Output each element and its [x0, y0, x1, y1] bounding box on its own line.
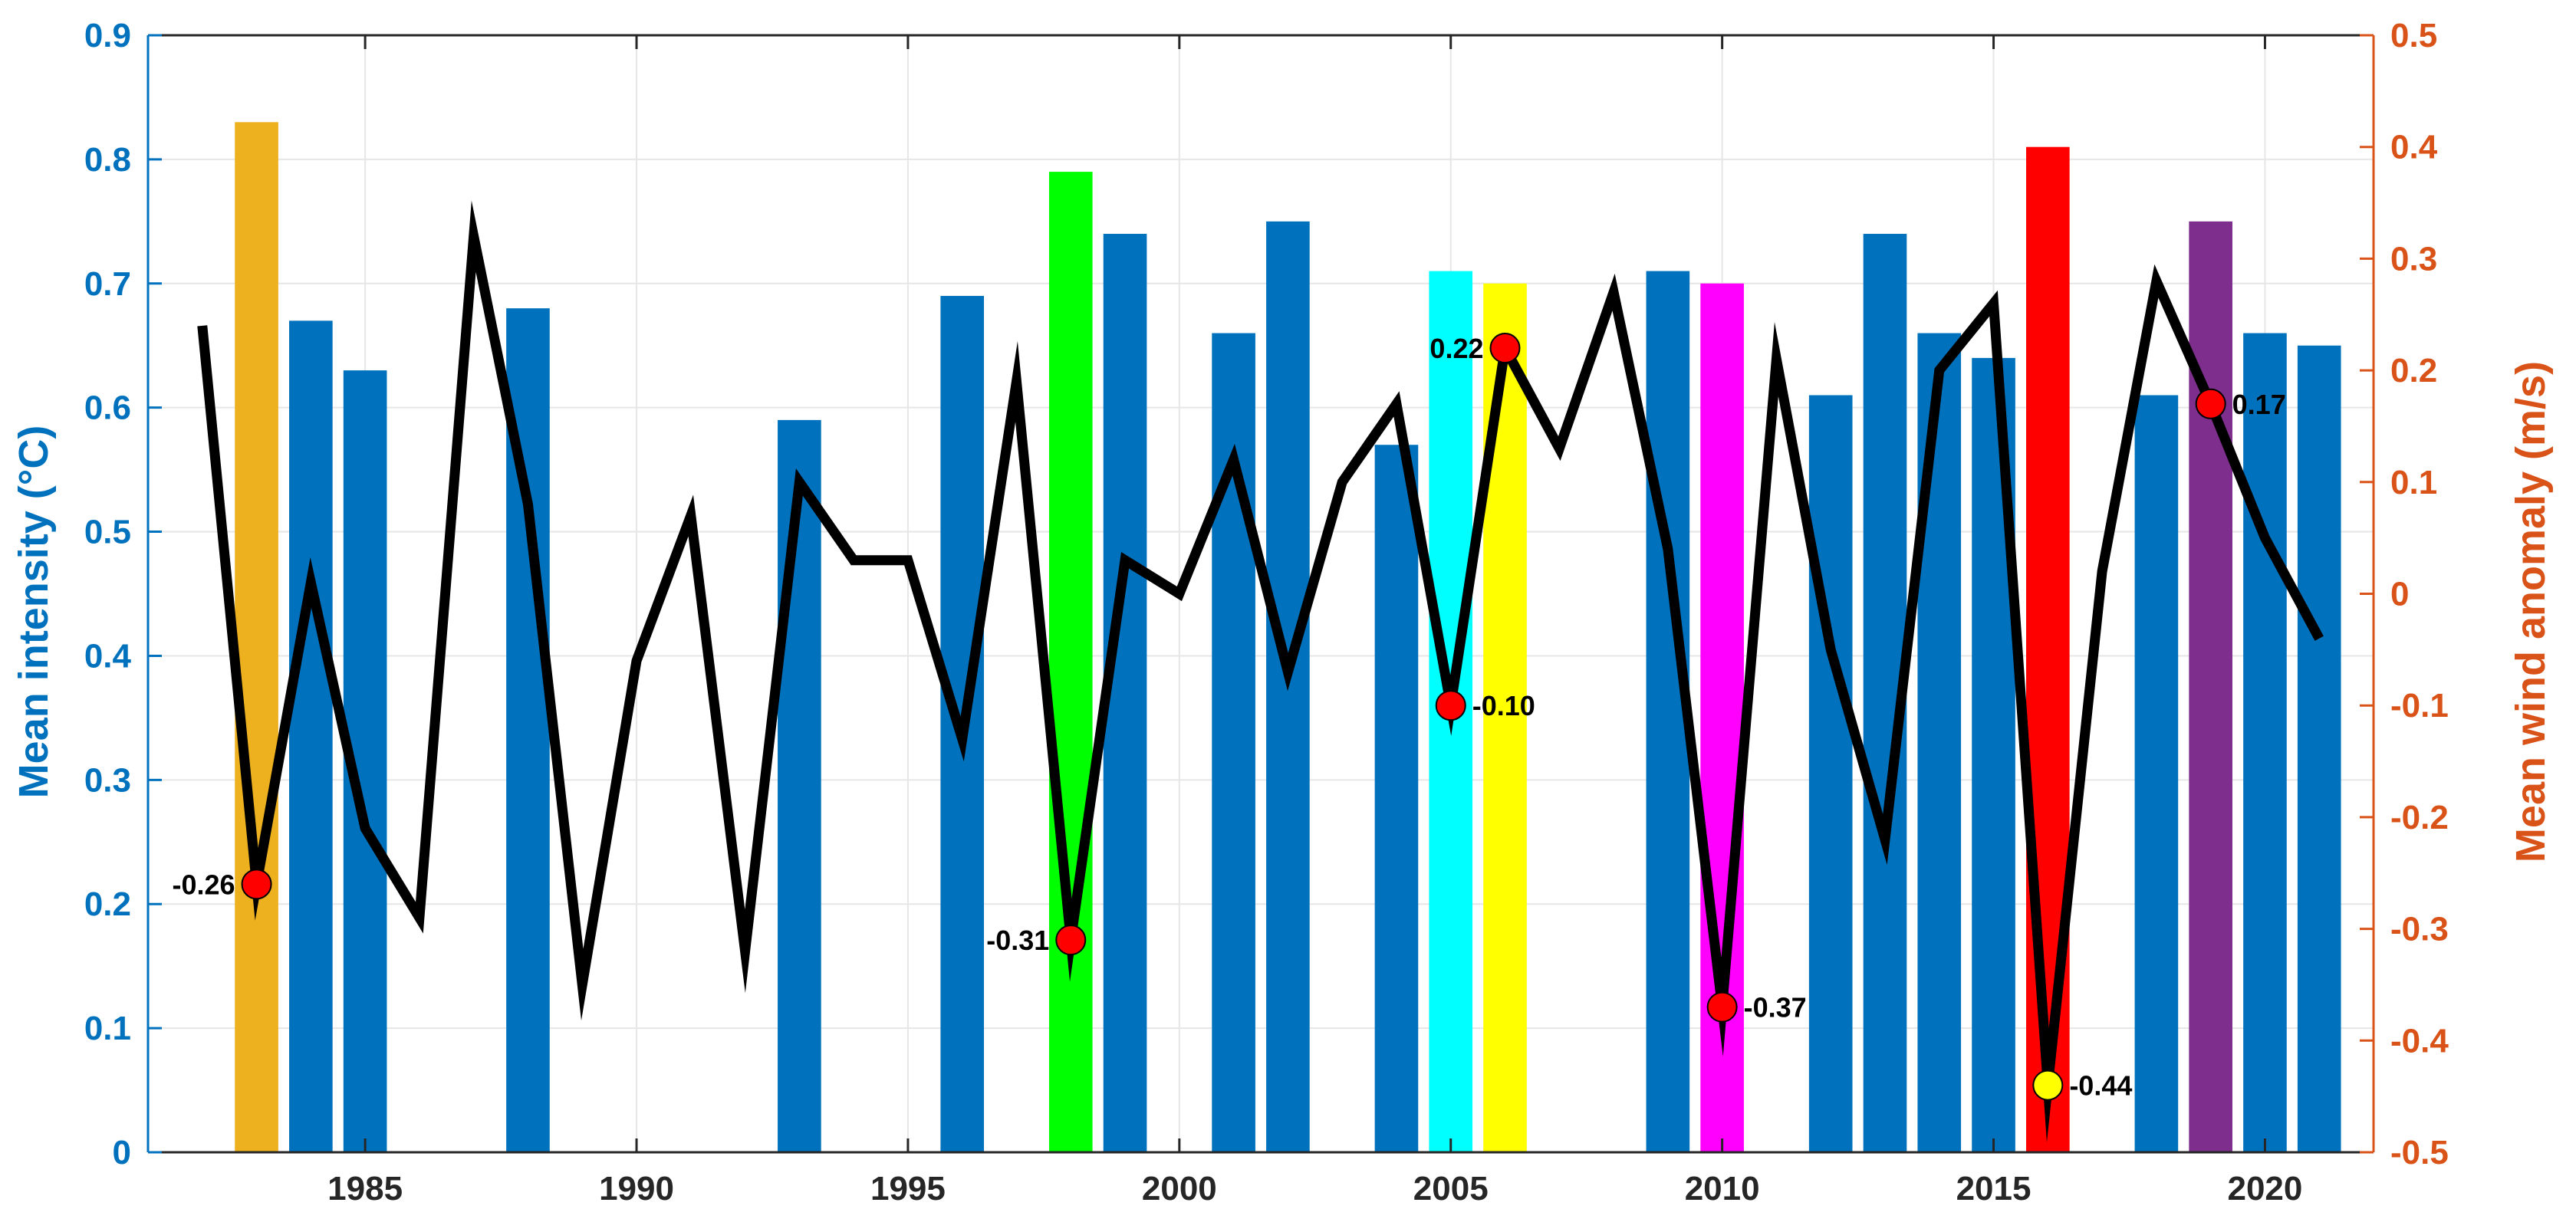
bar-2012: [1808, 395, 1853, 1152]
point-label-1998: -0.31: [986, 925, 1049, 956]
tick-label-x: 2005: [1413, 1170, 1489, 1207]
tick-label-x: 2010: [1685, 1170, 1760, 1207]
y-axis-right-label: Mean wind anomaly (m/s): [2508, 361, 2554, 862]
point-label-2010: -0.37: [1744, 992, 1807, 1023]
point-label-2016: -0.44: [2069, 1070, 2132, 1102]
tick-label-right: -0.5: [2390, 1134, 2449, 1171]
highlighted-points: -0.26 -0.31 -0.10 0.22 -0.37 -0.44 0.17: [172, 332, 2286, 1102]
tick-label-right: 0.5: [2390, 17, 2437, 54]
tick-label-x: 2015: [1956, 1170, 2032, 1207]
tick-label-right: -0.1: [2390, 687, 2449, 724]
tick-label-left: 0.9: [84, 17, 131, 54]
point-marker-2016: [2032, 1069, 2064, 1101]
point-marker-2005: [1435, 690, 1466, 721]
tick-label-x: 1990: [599, 1170, 674, 1207]
point-label-2006: 0.22: [1429, 333, 1483, 364]
bar-2016: [2026, 146, 2070, 1153]
point-label-2005: -0.10: [1472, 690, 1535, 721]
tick-label-left: 0.5: [84, 514, 131, 551]
tick-label-left: 0.1: [84, 1010, 131, 1047]
tick-label-left: 0.6: [84, 389, 131, 427]
tick-label-left: 0.2: [84, 885, 131, 923]
tick-label-left: 0.7: [84, 265, 131, 303]
bar-1983: [235, 122, 278, 1152]
tick-label-x: 1995: [870, 1170, 946, 1207]
point-marker-2006: [1489, 332, 1521, 363]
tick-label-right: 0.3: [2390, 240, 2437, 278]
point-marker-1998: [1055, 925, 1087, 956]
point-label-2019: 0.17: [2232, 389, 2286, 420]
tick-label-x: 1985: [327, 1170, 403, 1207]
bar-2021: [2297, 345, 2341, 1153]
tick-label-right: -0.4: [2390, 1022, 2449, 1060]
tick-label-left: 0.4: [84, 637, 132, 675]
point-marker-1983: [241, 869, 272, 900]
y-axis-left-label: Mean intensity (°C): [11, 425, 57, 799]
tick-label-right: -0.2: [2390, 799, 2449, 836]
tick-label-x: 2000: [1142, 1170, 1217, 1207]
bar-2020: [2243, 333, 2287, 1152]
tick-label-left: 0.3: [84, 761, 131, 799]
bar-2014: [1917, 333, 1962, 1152]
tick-label-right: 0.4: [2390, 129, 2438, 166]
tick-label-right: -0.3: [2390, 911, 2449, 948]
ticks: 0 0.1 0.2 0.3 0.4 0.5 0.6 0.7 0.8 0.9 -0.5 -0.4 -0.3…: [84, 17, 2449, 1207]
bar-1984: [289, 320, 333, 1152]
wind-line-group: [197, 200, 2324, 1143]
bar-1993: [778, 419, 821, 1152]
tick-label-left: 0: [113, 1134, 131, 1171]
tick-label-x: 2020: [2227, 1170, 2302, 1207]
point-label-1983: -0.26: [172, 869, 235, 900]
point-marker-2019: [2195, 388, 2226, 419]
tick-label-right: 0.1: [2390, 464, 2437, 501]
point-marker-2010: [1706, 991, 1738, 1023]
bars: [235, 122, 2341, 1153]
tick-label-left: 0.8: [84, 141, 131, 179]
tick-label-right: 0: [2390, 576, 2409, 613]
bar-2018: [2134, 395, 2179, 1152]
bar-1998: [1048, 172, 1093, 1153]
wind-anomaly-line: [197, 200, 2324, 1143]
bar-2004: [1374, 445, 1419, 1152]
tick-label-right: 0.2: [2390, 352, 2437, 389]
